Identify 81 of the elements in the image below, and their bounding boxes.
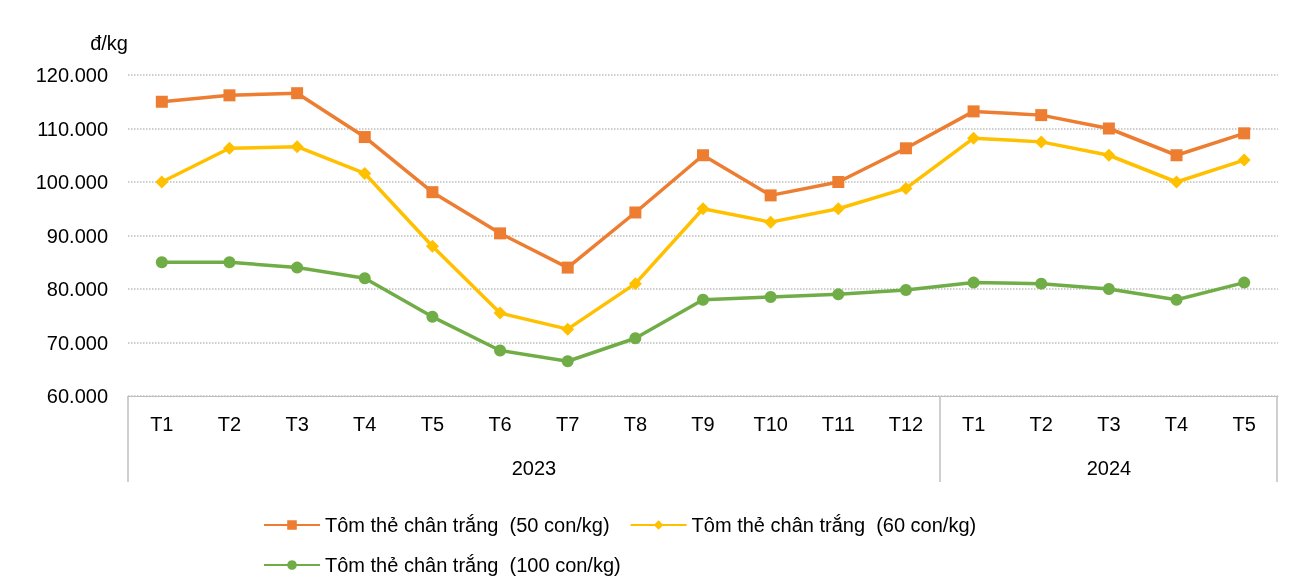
- point: [358, 166, 372, 180]
- legend-label: Tôm thẻ chân trắng (50 con/kg): [325, 514, 610, 536]
- point: [967, 131, 981, 145]
- point: [561, 355, 574, 368]
- point: [1170, 293, 1183, 306]
- x-tick-label: T1: [150, 413, 174, 435]
- x-tick-label: T10: [753, 413, 788, 435]
- point: [697, 293, 709, 306]
- point: [222, 141, 236, 155]
- point: [1102, 283, 1115, 295]
- point: [764, 215, 778, 229]
- point: [494, 344, 507, 357]
- x-tick-label: T3: [285, 413, 309, 435]
- point: [1035, 109, 1048, 122]
- y-tick-label: 60.000: [46, 385, 108, 407]
- point: [1238, 127, 1251, 140]
- x-tick-label: T2: [217, 413, 242, 435]
- point: [425, 239, 439, 253]
- x-tick-label: T4: [353, 413, 377, 435]
- x-tick-label: T6: [488, 413, 512, 435]
- x-tick-label: T7: [556, 413, 580, 435]
- x-tick-label: T5: [420, 413, 445, 435]
- point: [629, 206, 642, 219]
- point: [832, 176, 845, 188]
- x-tick-label: T12: [888, 413, 924, 435]
- point: [899, 284, 912, 297]
- y-tick-label: 80.000: [46, 278, 108, 300]
- point: [1170, 149, 1183, 162]
- point: [899, 142, 912, 155]
- point: [426, 310, 439, 323]
- point: [697, 149, 709, 162]
- point: [967, 276, 980, 289]
- point: [1238, 276, 1251, 289]
- x-tick-label: T11: [821, 413, 855, 435]
- point: [155, 95, 168, 108]
- x-tick-label: T3: [1097, 413, 1121, 435]
- point: [291, 261, 304, 274]
- y-tick-label: 120.000: [35, 64, 108, 86]
- x-tick-label: T8: [623, 413, 648, 435]
- x-tick-label: T1: [961, 413, 986, 435]
- point: [223, 256, 236, 269]
- point: [223, 89, 236, 102]
- point: [561, 322, 575, 336]
- point: [1034, 135, 1048, 149]
- point: [358, 272, 371, 285]
- point: [493, 306, 507, 320]
- point: [290, 140, 304, 154]
- legend-label: Tôm thẻ chân trắng (60 con/kg): [691, 514, 977, 536]
- point: [831, 202, 845, 216]
- point: [1035, 277, 1048, 290]
- point: [291, 87, 304, 100]
- point: [155, 256, 168, 269]
- point: [426, 186, 439, 199]
- point: [1102, 122, 1115, 135]
- text: 2023: [511, 457, 557, 479]
- x-tick-label: T9: [691, 413, 715, 435]
- point: [561, 261, 574, 274]
- point: [494, 227, 507, 240]
- point: [629, 332, 642, 345]
- point: [358, 131, 371, 144]
- point: [155, 175, 169, 189]
- text: 2024: [1086, 457, 1132, 479]
- point: [764, 189, 777, 202]
- x-tick-label: T2: [1029, 413, 1053, 435]
- y-tick-label: 90.000: [46, 224, 108, 247]
- point: [899, 181, 913, 195]
- x-tick-label: T5: [1232, 413, 1256, 435]
- legend-label: Tôm thẻ chân trắng (100 con/kg): [325, 554, 621, 576]
- y-tick-label: 110.000: [37, 117, 108, 140]
- y-tick-label: 70.000: [46, 331, 108, 354]
- point: [696, 202, 710, 216]
- point: [967, 105, 980, 118]
- point: [1237, 153, 1251, 167]
- y-tick-label: 100.000: [35, 171, 108, 193]
- x-tick-label: T4: [1164, 413, 1189, 435]
- point: [832, 288, 845, 301]
- point: [628, 277, 642, 291]
- point: [1170, 175, 1184, 189]
- point: [1102, 148, 1116, 162]
- point: [764, 291, 777, 304]
- y-axis-title: đ/kg: [90, 32, 128, 54]
